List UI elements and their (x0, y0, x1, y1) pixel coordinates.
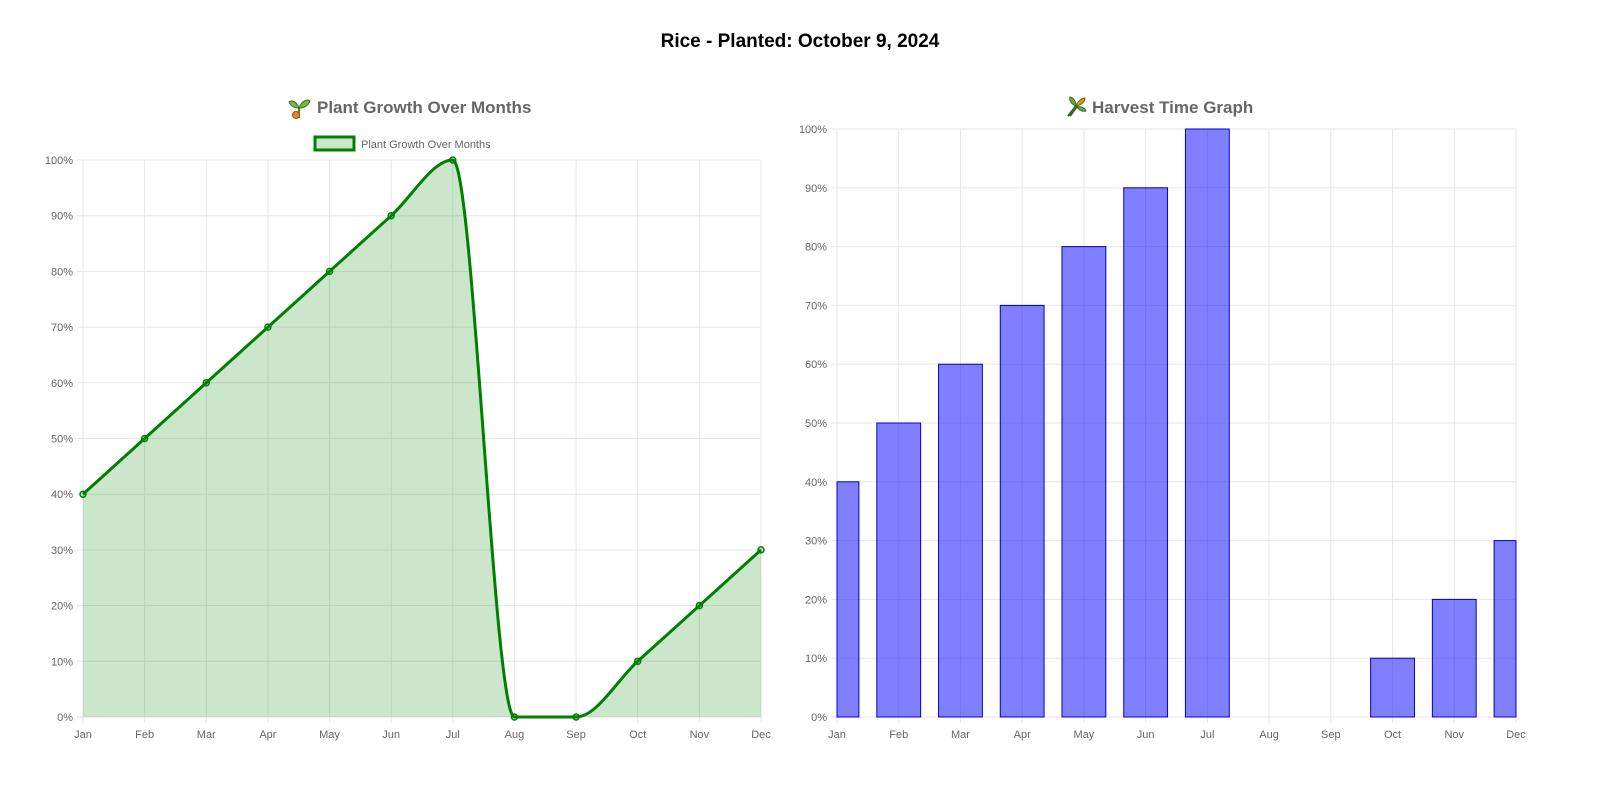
growth-chart-title-group: Plant Growth Over Months (288, 98, 531, 119)
seedling-icon (288, 99, 311, 119)
data-point[interactable] (572, 713, 580, 721)
y-tick-label: 50% (805, 418, 827, 430)
y-tick-label: 60% (51, 378, 73, 390)
harvest-bars (836, 128, 1517, 718)
growth-legend[interactable]: Plant Growth Over Months (313, 135, 491, 152)
y-tick-label: 30% (805, 536, 827, 548)
y-tick-label: 10% (51, 656, 73, 668)
bar[interactable] (1184, 128, 1230, 718)
bar[interactable] (1123, 187, 1169, 718)
y-tick-label: 50% (51, 434, 73, 446)
data-point[interactable] (757, 546, 765, 554)
y-tick-label: 80% (51, 266, 73, 278)
growth-points (79, 156, 765, 721)
growth-chart-title: Plant Growth Over Months (317, 98, 531, 117)
data-point[interactable] (202, 379, 211, 387)
y-tick-label: 60% (805, 359, 827, 371)
x-tick-label: Sep (566, 729, 586, 741)
x-tick-label: Apr (1014, 729, 1031, 741)
harvest-grid (831, 128, 1517, 723)
series-line (81, 158, 763, 719)
bar[interactable] (1431, 598, 1477, 718)
x-tick-label: Jun (382, 729, 400, 741)
bar[interactable] (999, 304, 1045, 718)
data-point[interactable] (264, 323, 272, 331)
x-tick-label: Nov (1444, 729, 1464, 741)
sheaf-of-rice-icon (1067, 96, 1087, 117)
y-tick-label: 30% (51, 545, 73, 557)
data-point[interactable] (695, 601, 704, 610)
y-tick-label: 90% (805, 183, 827, 195)
y-tick-label: 100% (800, 124, 827, 136)
x-tick-label: Oct (629, 729, 646, 741)
x-tick-label: Mar (197, 729, 216, 741)
x-tick-label: Jan (74, 729, 92, 741)
bar[interactable] (876, 422, 922, 718)
x-tick-label: Mar (951, 729, 970, 741)
y-tick-label: 40% (51, 489, 73, 501)
x-tick-label: Dec (1506, 729, 1526, 741)
data-point[interactable] (325, 267, 334, 276)
x-tick-label: Nov (690, 729, 710, 741)
growth-area (81, 158, 763, 719)
x-tick-label: Dec (751, 729, 771, 741)
y-tick-label: 10% (805, 653, 827, 665)
x-tick-label: Jul (1200, 729, 1214, 741)
x-tick-label: Jan (828, 729, 846, 741)
data-point[interactable] (140, 434, 149, 443)
x-tick-label: Jul (446, 729, 460, 741)
y-tick-label: 20% (51, 601, 73, 613)
x-tick-label: Aug (1259, 729, 1279, 741)
x-tick-label: Feb (135, 729, 154, 741)
data-point[interactable] (449, 156, 457, 164)
x-tick-label: May (319, 729, 340, 741)
y-tick-label: 100% (45, 155, 73, 167)
y-tick-label: 80% (805, 242, 827, 254)
bar[interactable] (938, 363, 983, 718)
y-tick-label: 90% (51, 211, 73, 223)
legend-swatch (313, 135, 356, 152)
growth-chart: Plant Growth Over Months Plant Growth Ov… (45, 98, 771, 741)
y-tick-label: 70% (51, 322, 73, 334)
bar[interactable] (1493, 540, 1517, 718)
growth-grid (77, 159, 762, 723)
harvest-chart: Harvest Time Graph 0% 10% 20% 30% 40% 50% 60% 7… (800, 96, 1526, 741)
harvest-y-axis: 0% 10% 20% 30% 40% 50% 60% 70% 80% 90% 100% (800, 124, 827, 724)
harvest-chart-title-group: Harvest Time Graph (1067, 96, 1253, 117)
harvest-x-axis: Jan Feb Mar Apr May Jun Jul Aug Sep Oct Nov Dec (828, 729, 1526, 741)
y-tick-label: 20% (805, 594, 827, 606)
area-fill (83, 160, 761, 717)
x-tick-label: Jun (1137, 729, 1155, 741)
x-tick-label: Aug (505, 729, 525, 741)
bar[interactable] (1370, 657, 1415, 718)
legend-label: Plant Growth Over Months (361, 139, 491, 151)
x-tick-label: Oct (1384, 729, 1401, 741)
y-tick-label: 40% (805, 477, 827, 489)
y-tick-label: 70% (805, 300, 827, 312)
data-point[interactable] (633, 657, 642, 666)
growth-x-axis: Jan Feb Mar Apr May Jun Jul Aug Sep Oct Nov Dec (74, 729, 771, 741)
data-point[interactable] (510, 713, 519, 721)
bar[interactable] (1061, 246, 1107, 718)
data-point[interactable] (79, 490, 87, 498)
x-tick-label: Sep (1321, 729, 1341, 741)
page-title: Rice - Planted: October 9, 2024 (660, 31, 940, 52)
x-tick-label: May (1074, 729, 1095, 741)
y-tick-label: 0% (57, 712, 73, 724)
data-point[interactable] (387, 211, 395, 220)
y-tick-label: 0% (811, 712, 827, 724)
harvest-chart-title: Harvest Time Graph (1092, 98, 1253, 117)
growth-y-axis: 0% 10% 20% 30% 40% 50% 60% 70% 80% 90% 100% (45, 155, 73, 724)
x-tick-label: Feb (889, 729, 908, 741)
bar[interactable] (836, 481, 860, 718)
x-tick-label: Apr (259, 729, 276, 741)
